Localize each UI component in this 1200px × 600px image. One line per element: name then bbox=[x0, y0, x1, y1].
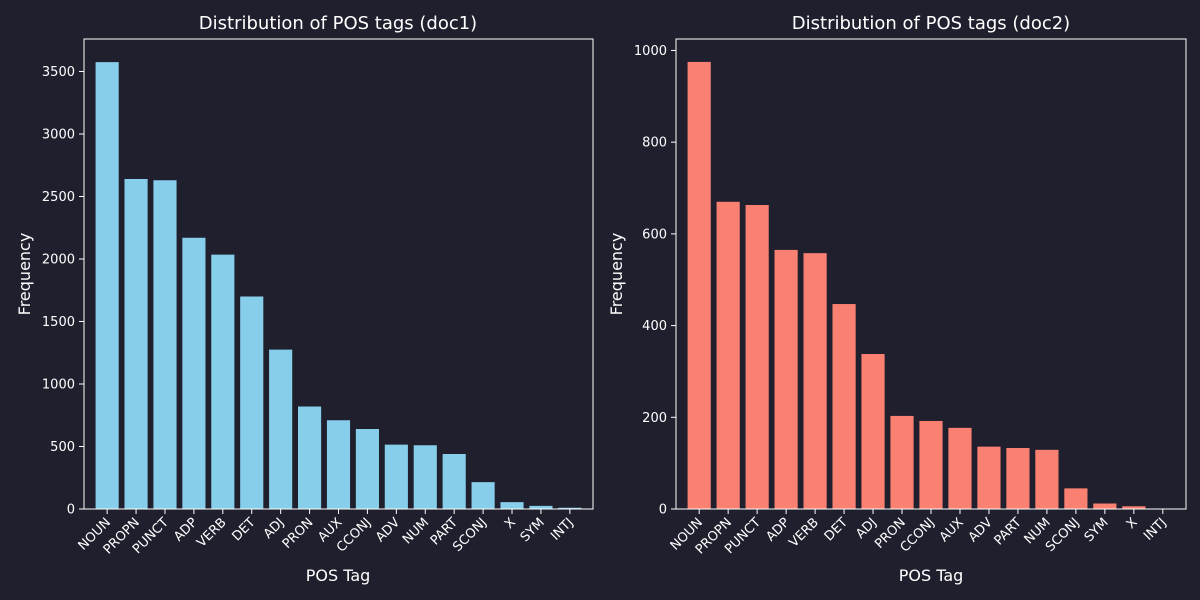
y-tick-label-doc1: 2500 bbox=[42, 190, 75, 205]
y-tick-label-doc1: 3000 bbox=[42, 128, 75, 143]
bar-adv-doc2 bbox=[977, 446, 1001, 509]
x-axis-label-doc1: POS Tag bbox=[306, 566, 371, 585]
y-tick-label-doc1: 0 bbox=[67, 503, 75, 518]
chart-title-doc2: Distribution of POS tags (doc2) bbox=[792, 13, 1070, 34]
bar-det-doc1 bbox=[240, 296, 264, 509]
bar-verb-doc2 bbox=[803, 253, 827, 509]
y-tick-label-doc1: 2000 bbox=[42, 253, 75, 268]
bar-sconj-doc2 bbox=[1064, 488, 1088, 509]
bar-x-doc1 bbox=[500, 502, 524, 510]
y-tick-label-doc1: 3500 bbox=[42, 65, 75, 80]
y-tick-label-doc2: 600 bbox=[642, 227, 667, 242]
bar-noun-doc2 bbox=[687, 61, 711, 510]
bar-punct-doc2 bbox=[745, 204, 769, 510]
bar-adj-doc1 bbox=[269, 349, 293, 510]
bar-sym-doc2 bbox=[1093, 503, 1117, 509]
bar-x-doc2 bbox=[1122, 506, 1146, 509]
chart-title-doc1: Distribution of POS tags (doc1) bbox=[199, 13, 477, 34]
bar-sym-doc1 bbox=[529, 505, 553, 510]
y-tick-label-doc2: 800 bbox=[642, 136, 667, 151]
x-axis-label-doc2: POS Tag bbox=[899, 566, 964, 585]
bar-verb-doc1 bbox=[211, 254, 235, 509]
y-tick-label-doc2: 1000 bbox=[634, 44, 667, 59]
bar-part-doc2 bbox=[1006, 448, 1030, 509]
bar-part-doc1 bbox=[442, 454, 466, 509]
bar-noun-doc1 bbox=[95, 62, 119, 510]
y-tick-label-doc1: 1000 bbox=[42, 378, 75, 393]
bar-punct-doc1 bbox=[153, 180, 177, 509]
y-tick-label-doc1: 500 bbox=[50, 440, 75, 455]
bar-cconj-doc2 bbox=[919, 420, 943, 509]
bar-propn-doc2 bbox=[716, 201, 740, 509]
bar-det-doc2 bbox=[832, 304, 856, 509]
y-tick-label-doc2: 400 bbox=[642, 319, 667, 334]
bar-propn-doc1 bbox=[124, 179, 148, 509]
bar-adp-doc1 bbox=[182, 237, 206, 509]
bar-pron-doc1 bbox=[298, 406, 322, 509]
bar-adp-doc2 bbox=[774, 249, 798, 509]
bar-adv-doc1 bbox=[384, 444, 408, 510]
bar-intj-doc1 bbox=[558, 507, 582, 509]
bar-num-doc2 bbox=[1035, 449, 1059, 509]
y-axis-label-doc1: Frequency bbox=[15, 233, 34, 316]
bar-aux-doc1 bbox=[326, 420, 351, 509]
y-tick-label-doc2: 0 bbox=[659, 503, 667, 518]
bar-aux-doc2 bbox=[948, 427, 972, 509]
bar-num-doc1 bbox=[413, 445, 437, 509]
y-tick-label-doc2: 200 bbox=[642, 411, 667, 426]
bar-adj-doc2 bbox=[861, 354, 885, 509]
bar-pron-doc2 bbox=[890, 415, 914, 509]
bar-cconj-doc1 bbox=[355, 429, 379, 509]
y-tick-label-doc1: 1500 bbox=[42, 315, 75, 330]
y-axis-label-doc2: Frequency bbox=[607, 233, 626, 316]
bar-sconj-doc1 bbox=[471, 482, 495, 510]
